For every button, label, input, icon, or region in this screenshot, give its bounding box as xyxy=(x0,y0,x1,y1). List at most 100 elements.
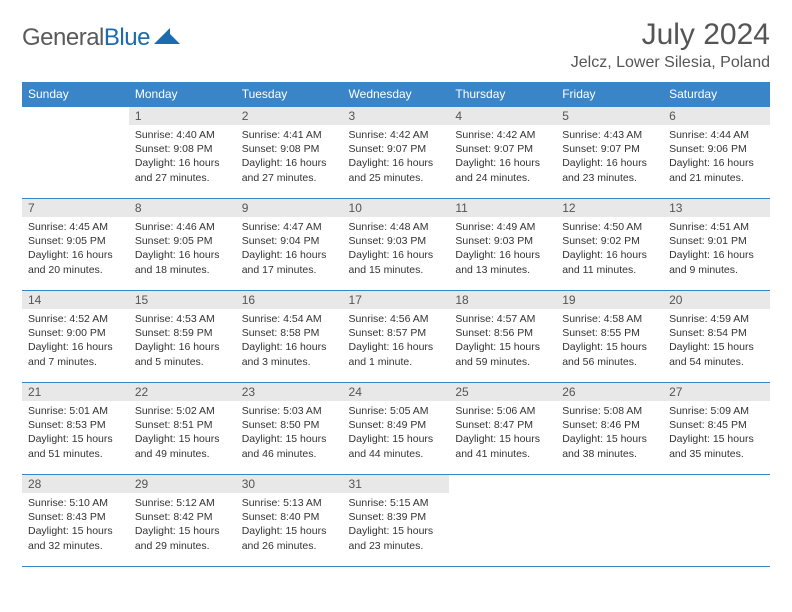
calendar-body: 1Sunrise: 4:40 AMSunset: 9:08 PMDaylight… xyxy=(22,107,770,567)
day-line: Sunrise: 4:50 AM xyxy=(562,220,657,234)
calendar-day-cell: 29Sunrise: 5:12 AMSunset: 8:42 PMDayligh… xyxy=(129,475,236,567)
day-line: Sunrise: 4:48 AM xyxy=(349,220,444,234)
day-line: Sunrise: 4:45 AM xyxy=(28,220,123,234)
day-content: Sunrise: 4:46 AMSunset: 9:05 PMDaylight:… xyxy=(129,217,236,280)
day-line: Daylight: 16 hours and 27 minutes. xyxy=(242,156,337,184)
day-line: Daylight: 15 hours and 44 minutes. xyxy=(349,432,444,460)
day-content: Sunrise: 4:49 AMSunset: 9:03 PMDaylight:… xyxy=(449,217,556,280)
day-line: Daylight: 16 hours and 9 minutes. xyxy=(669,248,764,276)
day-line: Sunrise: 5:02 AM xyxy=(135,404,230,418)
day-line: Sunset: 9:08 PM xyxy=(242,142,337,156)
calendar-day-cell: 23Sunrise: 5:03 AMSunset: 8:50 PMDayligh… xyxy=(236,383,343,475)
day-number: 24 xyxy=(343,383,450,401)
day-line: Daylight: 15 hours and 41 minutes. xyxy=(455,432,550,460)
calendar-day-cell: 30Sunrise: 5:13 AMSunset: 8:40 PMDayligh… xyxy=(236,475,343,567)
day-line: Daylight: 16 hours and 3 minutes. xyxy=(242,340,337,368)
day-number xyxy=(22,107,129,125)
day-line: Daylight: 16 hours and 20 minutes. xyxy=(28,248,123,276)
day-line: Sunrise: 4:53 AM xyxy=(135,312,230,326)
calendar-day-cell: 21Sunrise: 5:01 AMSunset: 8:53 PMDayligh… xyxy=(22,383,129,475)
day-line: Sunrise: 5:08 AM xyxy=(562,404,657,418)
day-number: 31 xyxy=(343,475,450,493)
day-line: Sunset: 8:47 PM xyxy=(455,418,550,432)
day-line: Sunrise: 4:44 AM xyxy=(669,128,764,142)
day-content: Sunrise: 5:01 AMSunset: 8:53 PMDaylight:… xyxy=(22,401,129,464)
calendar-day-cell xyxy=(556,475,663,567)
calendar-day-cell: 26Sunrise: 5:08 AMSunset: 8:46 PMDayligh… xyxy=(556,383,663,475)
day-line: Sunset: 9:07 PM xyxy=(562,142,657,156)
day-number: 1 xyxy=(129,107,236,125)
day-line: Daylight: 15 hours and 51 minutes. xyxy=(28,432,123,460)
day-line: Daylight: 15 hours and 35 minutes. xyxy=(669,432,764,460)
calendar-day-cell: 22Sunrise: 5:02 AMSunset: 8:51 PMDayligh… xyxy=(129,383,236,475)
day-line: Sunset: 8:39 PM xyxy=(349,510,444,524)
day-line: Sunset: 9:03 PM xyxy=(455,234,550,248)
day-number: 16 xyxy=(236,291,343,309)
day-line: Sunset: 9:01 PM xyxy=(669,234,764,248)
logo-text: GeneralBlue xyxy=(22,24,150,52)
day-line: Daylight: 15 hours and 29 minutes. xyxy=(135,524,230,552)
day-number: 20 xyxy=(663,291,770,309)
day-number: 7 xyxy=(22,199,129,217)
calendar-day-cell: 11Sunrise: 4:49 AMSunset: 9:03 PMDayligh… xyxy=(449,199,556,291)
day-line: Sunrise: 4:58 AM xyxy=(562,312,657,326)
calendar-day-cell: 31Sunrise: 5:15 AMSunset: 8:39 PMDayligh… xyxy=(343,475,450,567)
day-header: Thursday xyxy=(449,82,556,107)
calendar-day-cell: 13Sunrise: 4:51 AMSunset: 9:01 PMDayligh… xyxy=(663,199,770,291)
day-line: Daylight: 15 hours and 32 minutes. xyxy=(28,524,123,552)
calendar-day-cell: 3Sunrise: 4:42 AMSunset: 9:07 PMDaylight… xyxy=(343,107,450,199)
day-number: 12 xyxy=(556,199,663,217)
day-content: Sunrise: 4:45 AMSunset: 9:05 PMDaylight:… xyxy=(22,217,129,280)
day-number: 6 xyxy=(663,107,770,125)
day-line: Sunset: 9:07 PM xyxy=(455,142,550,156)
calendar-week-row: 21Sunrise: 5:01 AMSunset: 8:53 PMDayligh… xyxy=(22,383,770,475)
day-content: Sunrise: 5:10 AMSunset: 8:43 PMDaylight:… xyxy=(22,493,129,556)
day-line: Daylight: 16 hours and 18 minutes. xyxy=(135,248,230,276)
day-line: Daylight: 16 hours and 5 minutes. xyxy=(135,340,230,368)
title-block: July 2024 Jelcz, Lower Silesia, Poland xyxy=(571,18,770,72)
day-line: Sunrise: 4:49 AM xyxy=(455,220,550,234)
day-line: Daylight: 16 hours and 11 minutes. xyxy=(562,248,657,276)
day-content: Sunrise: 4:58 AMSunset: 8:55 PMDaylight:… xyxy=(556,309,663,372)
logo-text-1: General xyxy=(22,24,104,51)
day-line: Sunrise: 5:13 AM xyxy=(242,496,337,510)
day-line: Sunset: 9:05 PM xyxy=(28,234,123,248)
day-number: 18 xyxy=(449,291,556,309)
day-line: Sunset: 8:51 PM xyxy=(135,418,230,432)
calendar-week-row: 7Sunrise: 4:45 AMSunset: 9:05 PMDaylight… xyxy=(22,199,770,291)
day-line: Sunset: 9:07 PM xyxy=(349,142,444,156)
day-number xyxy=(663,475,770,493)
day-header: Friday xyxy=(556,82,663,107)
calendar-day-cell xyxy=(22,107,129,199)
day-number: 27 xyxy=(663,383,770,401)
day-line: Daylight: 16 hours and 25 minutes. xyxy=(349,156,444,184)
day-line: Sunset: 8:57 PM xyxy=(349,326,444,340)
calendar-day-cell: 19Sunrise: 4:58 AMSunset: 8:55 PMDayligh… xyxy=(556,291,663,383)
day-content: Sunrise: 5:13 AMSunset: 8:40 PMDaylight:… xyxy=(236,493,343,556)
triangle-icon xyxy=(154,26,182,51)
day-line: Sunset: 8:55 PM xyxy=(562,326,657,340)
day-content: Sunrise: 5:15 AMSunset: 8:39 PMDaylight:… xyxy=(343,493,450,556)
day-line: Sunset: 8:45 PM xyxy=(669,418,764,432)
day-line: Daylight: 15 hours and 38 minutes. xyxy=(562,432,657,460)
day-line: Sunset: 8:40 PM xyxy=(242,510,337,524)
calendar-day-cell: 1Sunrise: 4:40 AMSunset: 9:08 PMDaylight… xyxy=(129,107,236,199)
day-number: 21 xyxy=(22,383,129,401)
day-content: Sunrise: 4:43 AMSunset: 9:07 PMDaylight:… xyxy=(556,125,663,188)
day-number: 28 xyxy=(22,475,129,493)
calendar-day-cell: 20Sunrise: 4:59 AMSunset: 8:54 PMDayligh… xyxy=(663,291,770,383)
calendar-day-cell: 10Sunrise: 4:48 AMSunset: 9:03 PMDayligh… xyxy=(343,199,450,291)
location-text: Jelcz, Lower Silesia, Poland xyxy=(571,54,770,72)
day-line: Sunrise: 5:06 AM xyxy=(455,404,550,418)
day-content: Sunrise: 4:53 AMSunset: 8:59 PMDaylight:… xyxy=(129,309,236,372)
day-number: 8 xyxy=(129,199,236,217)
day-line: Sunrise: 4:41 AM xyxy=(242,128,337,142)
calendar-day-cell xyxy=(663,475,770,567)
day-content: Sunrise: 4:51 AMSunset: 9:01 PMDaylight:… xyxy=(663,217,770,280)
day-number: 9 xyxy=(236,199,343,217)
day-line: Sunset: 8:54 PM xyxy=(669,326,764,340)
day-line: Sunrise: 5:15 AM xyxy=(349,496,444,510)
day-number: 19 xyxy=(556,291,663,309)
day-number: 15 xyxy=(129,291,236,309)
day-line: Sunset: 8:49 PM xyxy=(349,418,444,432)
